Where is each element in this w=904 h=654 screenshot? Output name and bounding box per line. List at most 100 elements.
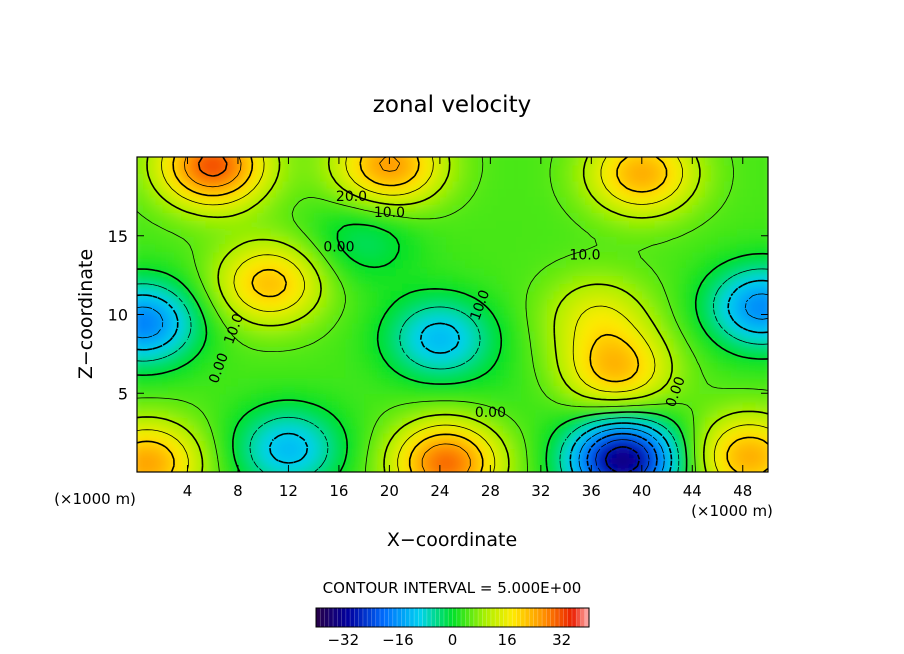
x-tick-label: 24 <box>430 482 449 500</box>
contour-label: 10.0 <box>374 205 405 221</box>
contour-label: 0.00 <box>475 405 506 421</box>
colorbar-tick-label: 16 <box>498 631 517 649</box>
contour-level <box>137 157 768 472</box>
colorbar-cell <box>345 608 351 627</box>
colorbar-cell <box>435 608 441 627</box>
colorbar-cell <box>554 608 560 627</box>
colorbar-cell <box>367 608 373 627</box>
colorbar-frame <box>315 607 590 628</box>
contour-level <box>586 432 658 472</box>
colorbar-cell <box>520 608 526 627</box>
colorbar-tick-label: 0 <box>448 631 458 649</box>
colorbar <box>315 608 590 627</box>
colorbar-cell <box>405 608 411 627</box>
colorbar-cell <box>537 608 543 627</box>
contour-level <box>595 439 650 472</box>
colorbar-cell <box>584 608 590 627</box>
y-tick-label: 5 <box>118 384 128 403</box>
contour-lines <box>137 157 768 472</box>
contour-level <box>137 157 768 472</box>
colorbar-cell <box>456 608 462 627</box>
contour-interval-text: CONTOUR INTERVAL = 5.000E+00 <box>323 579 582 597</box>
x-tick-label: 40 <box>632 482 651 500</box>
y-tick-label: 10 <box>108 306 128 325</box>
colorbar-cell <box>316 608 321 627</box>
contour-level <box>197 157 228 177</box>
colorbar-cell <box>529 608 535 627</box>
colorbar-cell <box>482 608 488 627</box>
colorbar-cell <box>512 608 518 627</box>
colorbar-cell <box>499 608 505 627</box>
colorbar-cell <box>486 608 492 627</box>
x-tick-label: 48 <box>733 482 752 500</box>
contour-level <box>604 446 641 472</box>
colorbar-cell <box>431 608 437 627</box>
x-tick-label: 4 <box>183 482 193 500</box>
y-axis-label: Z−coordinate <box>75 249 97 379</box>
colorbar-cell <box>354 608 360 627</box>
x-tick-label: 28 <box>481 482 500 500</box>
colorbar-cell <box>414 608 419 627</box>
colorbar-cell <box>439 608 445 627</box>
colorbar-cell <box>507 608 513 627</box>
x-tick-label: 32 <box>531 482 550 500</box>
colorbar-cell <box>495 608 501 627</box>
contour-label: 10.0 <box>569 247 600 263</box>
colorbar-cell <box>580 608 586 627</box>
contour-level <box>137 268 768 472</box>
x-tick-label: 44 <box>683 482 702 500</box>
x-tick-label: 16 <box>329 482 348 500</box>
colorbar-tick-label: 32 <box>552 631 571 649</box>
colorbar-cell <box>371 608 377 627</box>
colorbar-cell <box>341 608 347 627</box>
colorbar-cell <box>358 608 364 627</box>
colorbar-tick-label: −16 <box>382 631 414 649</box>
x-unit-left: (×1000 m) <box>54 490 136 508</box>
colorbar-cell <box>337 608 343 627</box>
colorbar-cell <box>465 608 471 627</box>
colorbar-cell <box>448 608 454 627</box>
colorbar-cell <box>375 608 381 627</box>
colorbar-tick-label: −32 <box>327 631 359 649</box>
colorbar-cell <box>426 608 432 627</box>
colorbar-cell <box>362 608 368 627</box>
colorbar-cell <box>324 608 330 627</box>
colorbar-cell <box>401 608 407 627</box>
colorbar-cell <box>397 608 402 627</box>
y-tick-label: 15 <box>108 227 128 246</box>
colorbar-cell <box>350 608 355 627</box>
colorbar-cell <box>571 608 577 627</box>
chart-title: zonal velocity <box>373 92 531 118</box>
colorbar-cell <box>379 608 385 627</box>
x-tick-label: 36 <box>582 482 601 500</box>
colorbar-cell <box>546 608 552 627</box>
contour-label: 0.00 <box>323 240 354 256</box>
colorbar-cell <box>516 608 522 627</box>
colorbar-cell <box>443 608 449 627</box>
colorbar-cell <box>563 608 569 627</box>
colorbar-cell <box>320 608 326 627</box>
colorbar-cell <box>567 608 573 627</box>
colorbar-cell <box>328 608 334 627</box>
colorbar-cell <box>559 608 565 627</box>
x-tick-label: 8 <box>233 482 243 500</box>
colorbar-cell <box>384 608 390 627</box>
colorbar-cell <box>478 608 483 627</box>
colorbar-cell <box>576 608 582 627</box>
x-tick-label: 20 <box>380 482 399 500</box>
contour-level <box>137 279 768 472</box>
colorbar-cell <box>388 608 394 627</box>
colorbar-cell <box>473 608 479 627</box>
colorbar-cell <box>333 608 338 627</box>
colorbar-cell <box>542 608 547 627</box>
colorbar-cell <box>409 608 415 627</box>
colorbar-cell <box>533 608 539 627</box>
contour-level <box>137 223 768 472</box>
colorbar-cell <box>503 608 509 627</box>
colorbar-cell <box>452 608 458 627</box>
colorbar-cell <box>469 608 475 627</box>
colorbar-ticks: −32 −16 0 16 32 <box>327 631 571 649</box>
colorbar-cell <box>490 608 496 627</box>
x-axis-label: X−coordinate <box>387 529 517 551</box>
